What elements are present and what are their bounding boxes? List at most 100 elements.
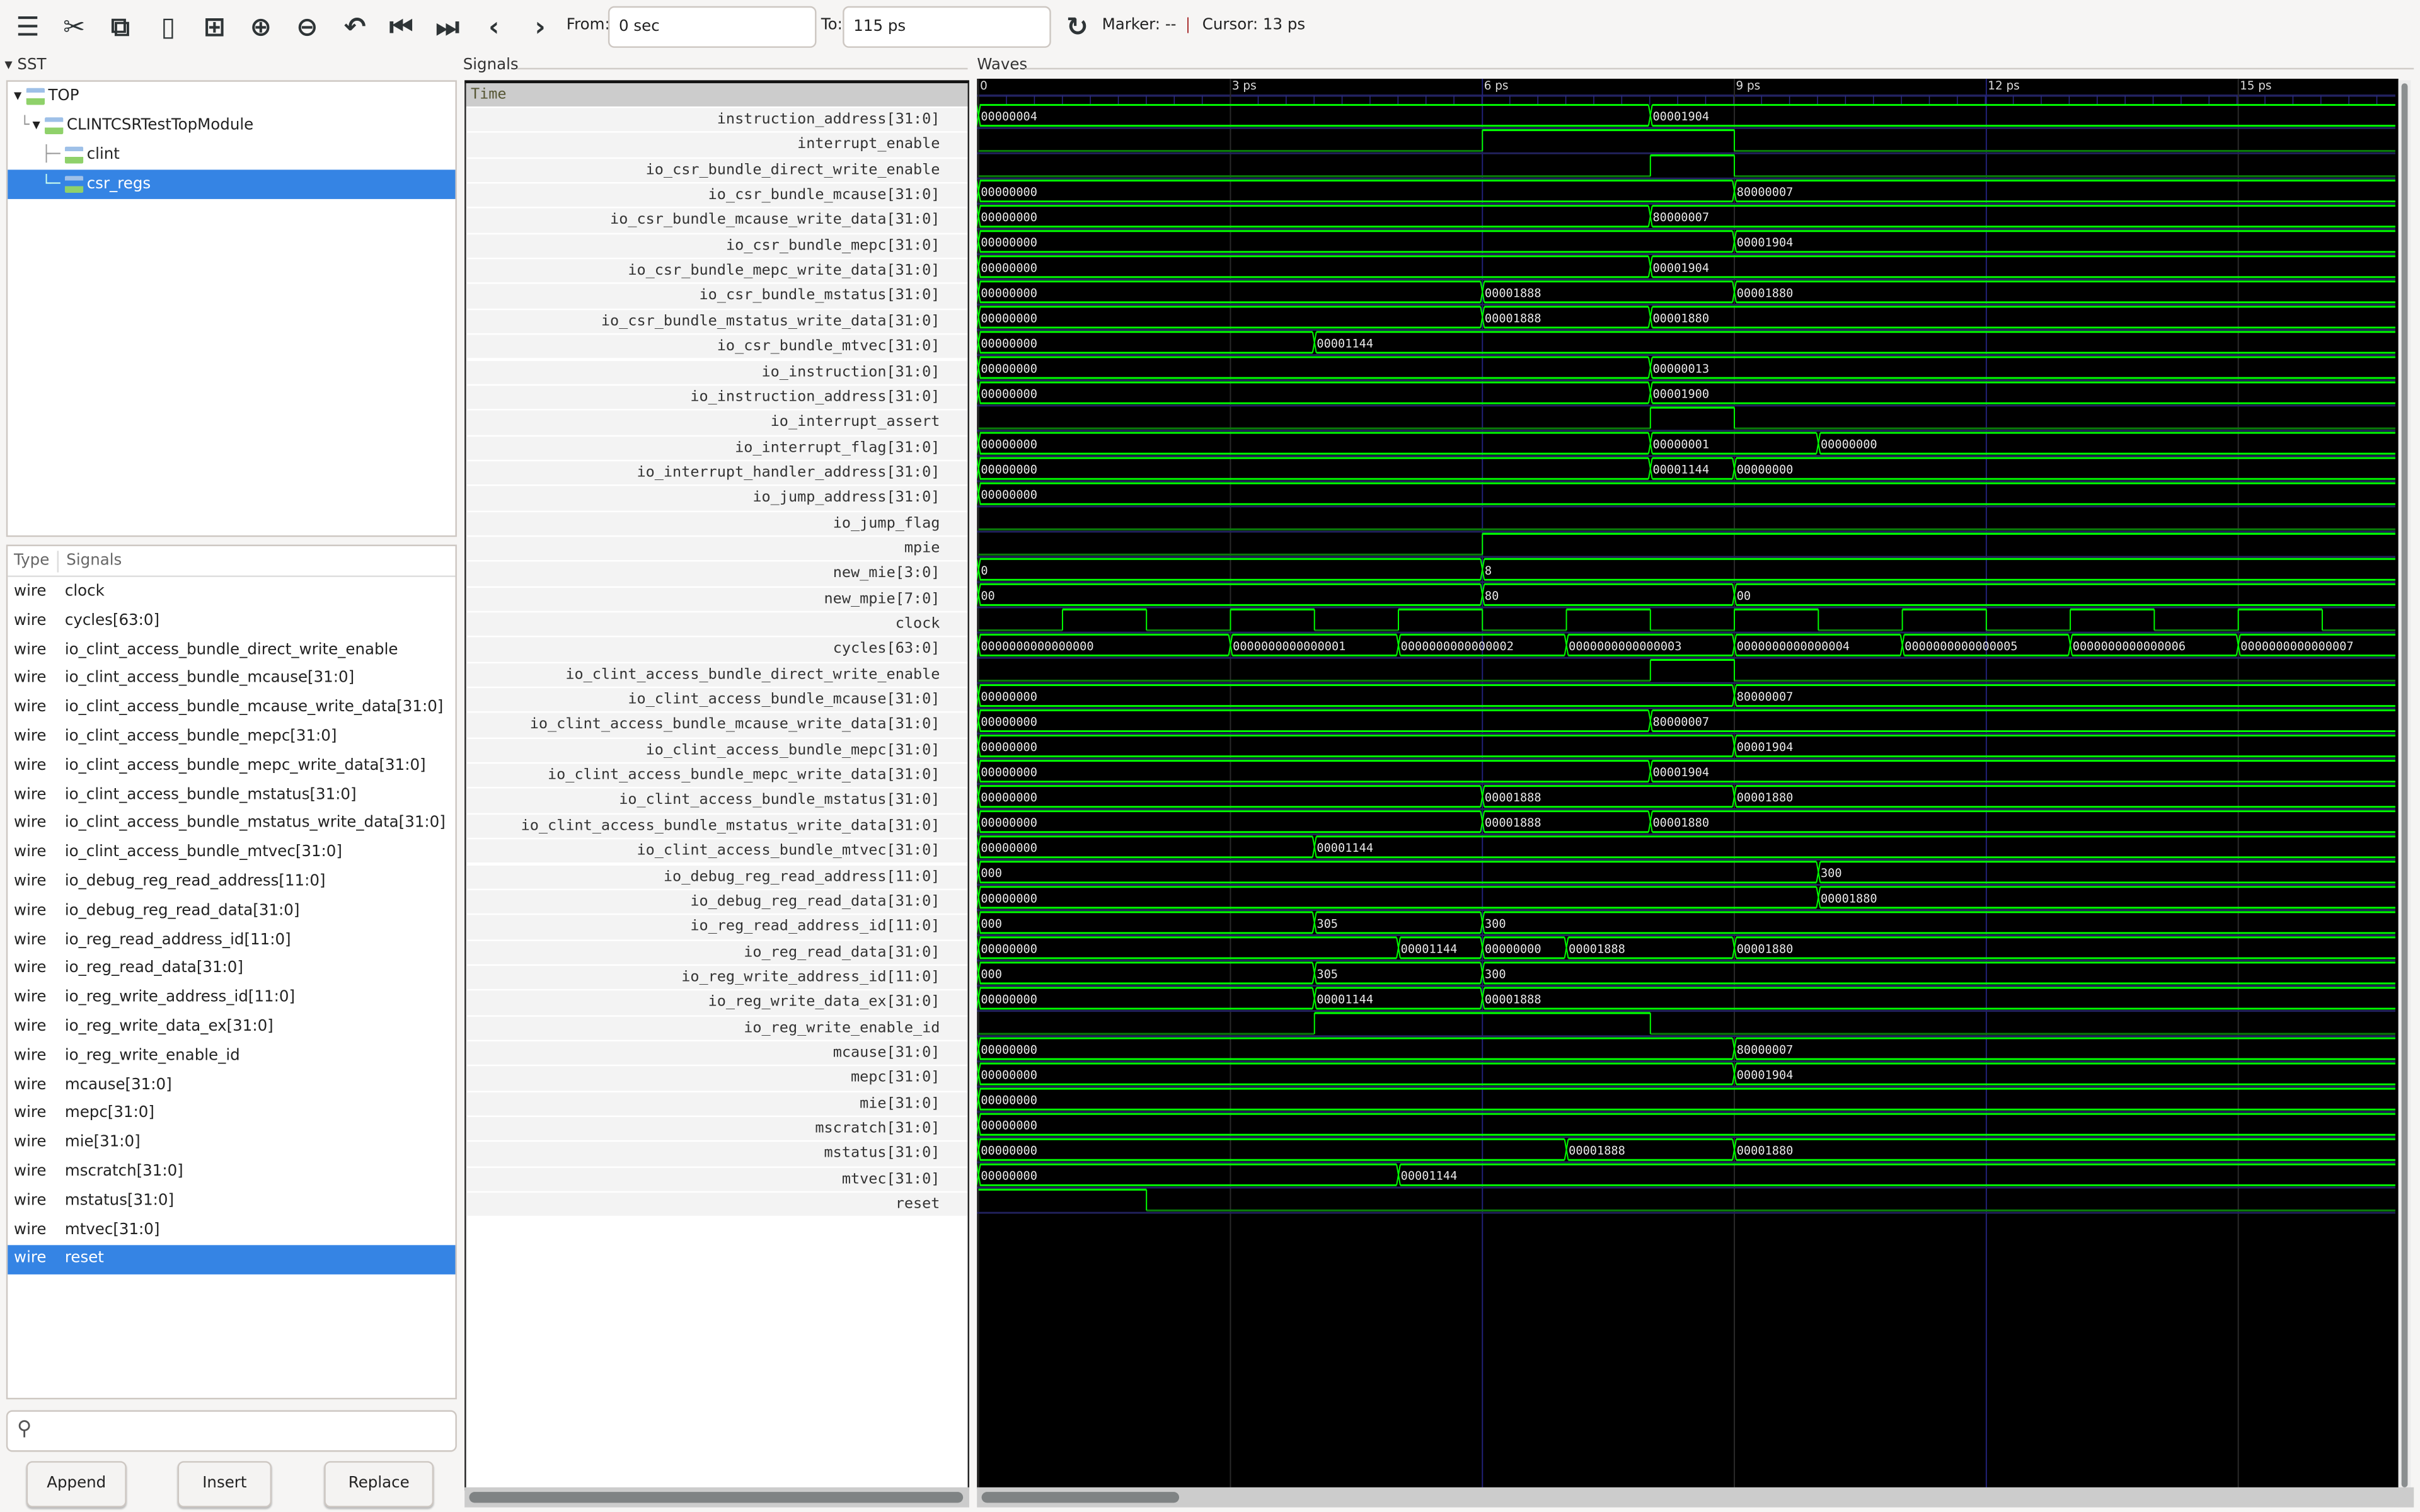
signal-name-row[interactable]: io_reg_read_address_id[11:0] [466,915,968,939]
signal-list-item[interactable]: wire io_reg_write_enable_id [8,1043,455,1072]
signal-name-row[interactable]: io_csr_bundle_mcause_write_data[31:0] [466,209,968,233]
to-input[interactable]: 115 ps [843,6,1051,48]
signal-name-row[interactable]: io_clint_access_bundle_mepc_write_data[3… [466,764,968,788]
copy-icon[interactable]: ⧉ [111,12,130,43]
signal-name-row[interactable]: new_mie[3:0] [466,562,968,586]
signal-name-row[interactable]: io_csr_bundle_direct_write_enable [466,158,968,183]
signal-list-item[interactable]: wire clock [8,578,455,607]
zoom-out-icon[interactable]: ⊖ [296,12,318,43]
signal-list-item[interactable]: wire io_clint_access_bundle_mstatus_write… [8,811,455,840]
expand-arrow-icon[interactable]: ▾ [32,117,40,135]
signal-name-row[interactable]: io_interrupt_assert [466,410,968,435]
go-to-end-icon[interactable]: ⏭ [435,12,459,43]
signals-hscrollbar[interactable] [464,1487,969,1508]
signal-name-row[interactable]: io_reg_write_data_ex[31:0] [466,990,968,1015]
paste-icon[interactable]: ▯ [161,12,176,43]
signal-list-item[interactable]: wire mtvec[31:0] [8,1217,455,1246]
signal-name-row[interactable]: io_jump_address[31:0] [466,486,968,510]
signal-name-row[interactable]: io_csr_bundle_mstatus[31:0] [466,284,968,309]
signal-list-item[interactable]: wire mstatus[31:0] [8,1188,455,1217]
tree-item-csr-regs[interactable]: └─ csr_regs [8,169,456,199]
signal-name-row[interactable]: io_csr_bundle_mepc_write_data[31:0] [466,259,968,284]
signal-list-item[interactable]: wire io_clint_access_bundle_mepc[31:0] [8,724,455,753]
signal-list-item[interactable]: wire io_clint_access_bundle_mcause[31:0] [8,665,455,694]
signal-name-row[interactable]: io_instruction_address[31:0] [466,385,968,410]
signal-name-row[interactable]: io_interrupt_handler_address[31:0] [466,461,968,485]
signal-list-item[interactable]: wire io_reg_read_address_id[11:0] [8,927,455,956]
signal-list-item[interactable]: wire io_clint_access_bundle_mepc_write_da… [8,753,455,782]
waves-hscrollbar[interactable] [977,1487,2414,1508]
signal-name-row[interactable]: mepc[31:0] [466,1066,968,1091]
menu-icon[interactable]: ☰ [16,12,40,43]
scrollbar-thumb[interactable] [469,1492,964,1503]
type-column-header[interactable]: Type [14,552,50,570]
reload-icon[interactable]: ↻ [1066,12,1088,43]
signal-name-row[interactable]: cycles[63:0] [466,638,968,662]
scrollbar-thumb[interactable] [2401,83,2408,1487]
signal-list-item[interactable]: wire reset [8,1246,456,1275]
next-icon[interactable]: › [534,12,546,43]
previous-icon[interactable]: ‹ [488,12,500,43]
waveform-view[interactable]: 0 3 ps 6 ps 9 ps 12 ps 15 ps 00000004 00001904 0… [977,78,2399,1489]
signal-name-row[interactable]: io_clint_access_bundle_mstatus[31:0] [466,789,968,813]
signal-list-item[interactable]: wire io_clint_access_bundle_mstatus[31:0] [8,782,455,811]
undo-icon[interactable]: ↶ [343,12,366,43]
signal-name-row[interactable]: io_csr_bundle_mepc[31:0] [466,234,968,258]
signal-name-row[interactable]: new_mpie[7:0] [466,587,968,611]
insert-button[interactable]: Insert [177,1461,272,1508]
append-button[interactable]: Append [26,1461,127,1508]
signal-name-row[interactable]: mtvec[31:0] [466,1167,968,1191]
signal-name-row[interactable]: io_clint_access_bundle_mstatus_write_dat… [466,814,968,839]
signal-list-item[interactable]: wire io_reg_read_data[31:0] [8,956,455,985]
signal-name-row[interactable]: io_reg_write_enable_id [466,1016,968,1040]
signal-name-row[interactable]: mscratch[31:0] [466,1117,968,1141]
cut-icon[interactable]: ✂ [63,12,86,43]
signal-search-input[interactable]: ⚲ [6,1410,457,1452]
signal-name-row[interactable]: mcause[31:0] [466,1041,968,1065]
signal-name-row[interactable]: mstatus[31:0] [466,1142,968,1166]
signal-name-row[interactable]: io_csr_bundle_mcause[31:0] [466,183,968,208]
signal-name-row[interactable]: mpie [466,537,968,561]
signal-name-row[interactable]: io_clint_access_bundle_mtvec[31:0] [466,839,968,864]
signals-column-header[interactable]: Signals [66,552,122,570]
signal-name-row[interactable]: io_clint_access_bundle_mepc[31:0] [466,738,968,763]
signal-name-row[interactable]: io_debug_reg_read_address[11:0] [466,864,968,889]
tree-item-clint[interactable]: ├─ clint [8,140,455,170]
signal-list-item[interactable]: wire io_debug_reg_read_address[11:0] [8,869,455,898]
waves-vscrollbar[interactable] [2398,80,2411,1487]
signal-list-item[interactable]: wire mepc[31:0] [8,1101,455,1130]
signal-name-row[interactable]: io_csr_bundle_mstatus_write_data[31:0] [466,309,968,334]
signal-name-row[interactable]: reset [466,1193,968,1217]
signal-name-row[interactable]: io_clint_access_bundle_mcause[31:0] [466,688,968,712]
signal-list-item[interactable]: wire io_reg_write_data_ex[31:0] [8,1014,455,1043]
replace-button[interactable]: Replace [324,1461,434,1508]
signal-list-item[interactable]: wire mie[31:0] [8,1130,455,1159]
from-input[interactable]: 0 sec [608,6,817,48]
signal-name-row[interactable]: instruction_address[31:0] [466,108,968,132]
signal-list-item[interactable]: wire mscratch[31:0] [8,1159,455,1188]
go-to-start-icon[interactable]: ⏮ [389,12,413,43]
zoom-fit-icon[interactable]: ⊞ [203,12,226,43]
signal-list-item[interactable]: wire io_clint_access_bundle_mcause_write_… [8,695,455,724]
signal-name-row[interactable]: io_csr_bundle_mtvec[31:0] [466,335,968,359]
signal-list-item[interactable]: wire mcause[31:0] [8,1072,455,1101]
signal-name-row[interactable]: interrupt_enable [466,133,968,158]
signal-list-item[interactable]: wire io_debug_reg_read_data[31:0] [8,898,455,927]
signal-name-row[interactable]: mie[31:0] [466,1092,968,1116]
signal-name-row[interactable]: io_reg_write_address_id[11:0] [466,965,968,990]
signal-list-item[interactable]: wire io_reg_write_address_id[11:0] [8,985,455,1014]
signal-name-row[interactable]: io_jump_flag [466,512,968,536]
signal-name-row[interactable]: io_clint_access_bundle_direct_write_enab… [466,663,968,687]
signal-list-item[interactable]: wire io_clint_access_bundle_direct_write_… [8,636,455,665]
signal-name-row[interactable]: io_instruction[31:0] [466,360,968,384]
signal-name-row[interactable]: clock [466,612,968,636]
signal-name-row[interactable]: io_interrupt_flag[31:0] [466,435,968,460]
signal-name-row[interactable]: io_reg_read_data[31:0] [466,940,968,965]
zoom-in-icon[interactable]: ⊕ [250,12,272,43]
sst-header[interactable]: ▾ SST [4,57,47,74]
scrollbar-thumb[interactable] [981,1492,1180,1503]
tree-item-clintcsrtesttopmodule[interactable]: └ ▾ CLINTCSRTestTopModule [8,111,455,140]
tree-item-top[interactable]: ▾ TOP [8,82,455,112]
signal-list-item[interactable]: wire cycles[63:0] [8,607,455,636]
expand-arrow-icon[interactable]: ▾ [14,88,22,105]
